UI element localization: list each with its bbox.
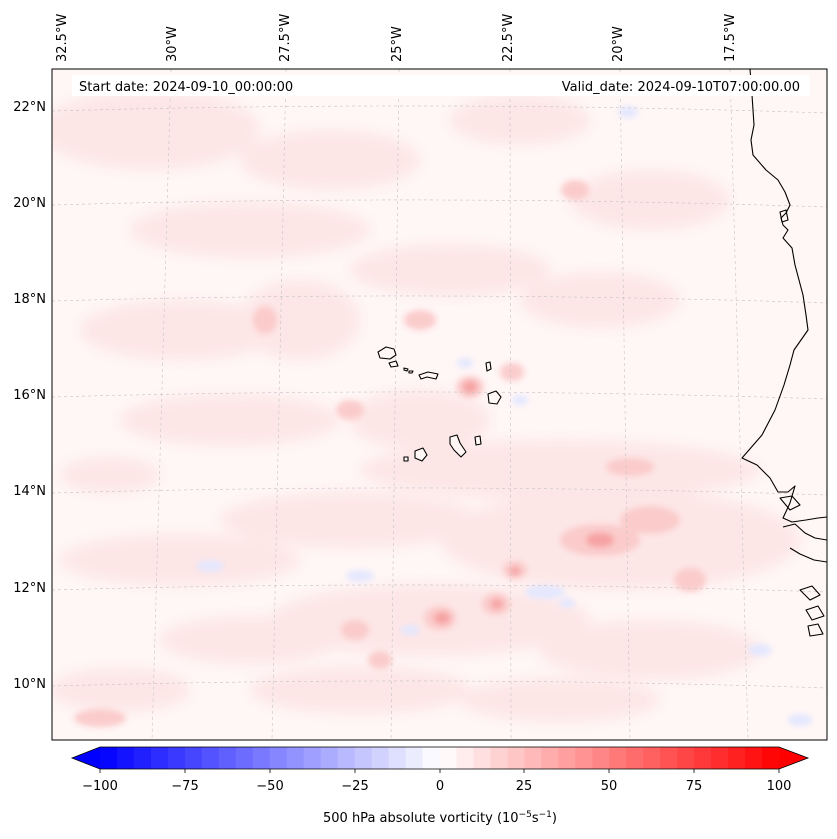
colorbar-tick-label: −50 xyxy=(256,779,283,794)
colorbar-step xyxy=(456,747,475,769)
colorbar-step xyxy=(286,747,305,769)
island-santo-antao xyxy=(377,346,397,360)
colorbar-step xyxy=(184,747,203,769)
colorbar-step xyxy=(439,747,458,769)
colorbar-step xyxy=(354,747,373,769)
colorbar-step xyxy=(133,747,152,769)
island-fogo xyxy=(414,447,428,462)
colorbar-step xyxy=(388,747,407,769)
island-santiago xyxy=(449,434,467,458)
colorbar-step xyxy=(507,747,525,769)
colorbar-step xyxy=(643,747,661,769)
colorbar: −100 −75 −50 −25 0 25 50 75 100 500 hPa … xyxy=(70,746,810,826)
colorbar-step xyxy=(473,747,492,769)
date-label-backdrop xyxy=(72,75,810,96)
lat-label: 16°N xyxy=(13,388,46,403)
colorbar-tick-label: 25 xyxy=(516,779,533,794)
colorbar-step xyxy=(541,747,559,769)
lon-label: 17.5°W xyxy=(723,14,738,62)
colorbar-steps xyxy=(100,747,780,769)
lat-label: 18°N xyxy=(13,292,46,307)
island-sao-nicolau xyxy=(418,371,439,380)
colorbar-tick-label: 0 xyxy=(436,779,444,794)
colorbar-step xyxy=(762,747,780,769)
island-boa-vista xyxy=(487,390,502,405)
lat-label: 12°N xyxy=(13,581,46,596)
island-maio xyxy=(474,435,482,446)
start-date-label: Start date: 2024-09-10_00:00:00 xyxy=(79,80,293,95)
colorbar-tick-label: −75 xyxy=(171,779,198,794)
longitude-labels: 32.5°W 30°W 27.5°W 25°W 22.5°W 20°W 17.5… xyxy=(55,14,738,62)
map-frame xyxy=(51,68,828,741)
map-panel: Start date: 2024-09-10_00:00:00 Valid_da… xyxy=(51,68,828,741)
lon-label: 22.5°W xyxy=(501,14,516,62)
colorbar-step xyxy=(592,747,610,769)
colorbar-step xyxy=(252,747,271,769)
lon-label: 32.5°W xyxy=(55,14,70,62)
colorbar-step xyxy=(575,747,593,769)
colorbar-step xyxy=(116,747,135,769)
colorbar-step xyxy=(728,747,746,769)
lon-label: 25°W xyxy=(390,26,405,62)
colorbar-step xyxy=(337,747,356,769)
graticule xyxy=(52,69,827,740)
latitude-labels: 22°N 20°N 18°N 16°N 14°N 12°N 10°N xyxy=(13,100,46,692)
colorbar-tick-label: 100 xyxy=(767,779,792,794)
colorbar-tick-label: −25 xyxy=(341,779,368,794)
colorbar-step xyxy=(422,747,441,769)
colorbar-step xyxy=(490,747,509,769)
lat-label: 14°N xyxy=(13,484,46,499)
colorbar-tick-label: 50 xyxy=(601,779,618,794)
colorbar-label: 500 hPa absolute vorticity (10−5s−1) xyxy=(323,810,557,826)
lat-label: 20°N xyxy=(13,196,46,211)
colorbar-max-extend xyxy=(779,747,808,769)
colorbar-step xyxy=(524,747,542,769)
colorbar-step xyxy=(201,747,220,769)
colorbar-step xyxy=(745,747,763,769)
colorbar-step xyxy=(609,747,627,769)
lon-label: 20°W xyxy=(611,26,626,62)
colorbar-tick-label: −100 xyxy=(82,779,118,794)
valid-date-label: Valid_date: 2024-09-10T07:00:00.00 xyxy=(562,80,800,95)
colorbar-step xyxy=(235,747,254,769)
coastlines xyxy=(741,69,827,637)
africa-coastline xyxy=(741,69,827,523)
colorbar-min-extend xyxy=(72,747,100,769)
cape-verde-islands xyxy=(377,346,502,462)
island-brava xyxy=(403,456,409,462)
colorbar-step xyxy=(303,747,322,769)
colorbar-step xyxy=(167,747,186,769)
colorbar-step xyxy=(558,747,576,769)
colorbar-step xyxy=(677,747,695,769)
colorbar-step xyxy=(150,747,169,769)
lon-label: 30°W xyxy=(165,26,180,62)
colorbar-ticks xyxy=(99,769,780,773)
island-sao-vicente xyxy=(388,360,399,368)
lat-label: 10°N xyxy=(13,677,46,692)
colorbar-step xyxy=(405,747,424,769)
island-sal xyxy=(485,361,492,372)
lat-label: 22°N xyxy=(13,100,46,115)
colorbar-step xyxy=(626,747,644,769)
lon-label: 27.5°W xyxy=(278,14,293,62)
colorbar-step xyxy=(694,747,712,769)
colorbar-tick-label: 75 xyxy=(686,779,703,794)
colorbar-step xyxy=(371,747,390,769)
colorbar-step xyxy=(218,747,237,769)
colorbar-step xyxy=(660,747,678,769)
colorbar-step xyxy=(711,747,729,769)
colorbar-step xyxy=(320,747,339,769)
colorbar-step xyxy=(100,747,118,769)
colorbar-step xyxy=(269,747,288,769)
